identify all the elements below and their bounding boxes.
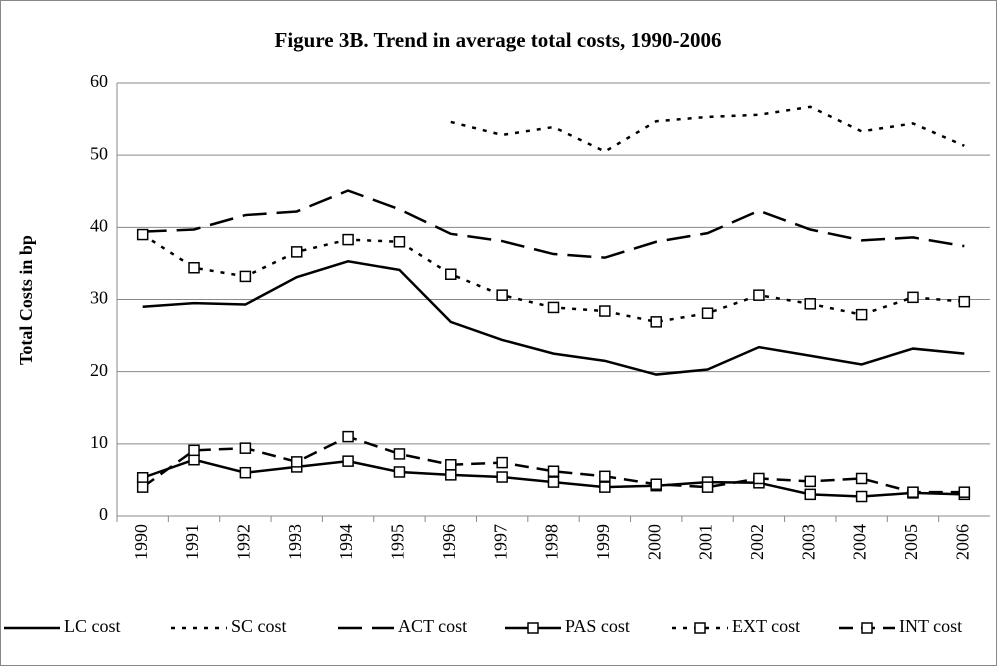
legend-label: ACT cost [398, 616, 467, 636]
point-marker [496, 471, 508, 483]
point-marker [958, 486, 971, 498]
y-tick-label: 30 [90, 288, 108, 308]
x-tick-label: 1992 [234, 524, 254, 560]
point-marker [599, 470, 611, 483]
point-marker [496, 456, 508, 469]
x-tick-label: 1991 [182, 524, 202, 560]
y-axis-label: Total Costs in bp [16, 235, 36, 365]
point-marker [136, 228, 149, 241]
point-marker [393, 236, 406, 248]
x-tick-label: 2006 [952, 524, 972, 560]
series-line [141, 435, 965, 494]
series-line [142, 259, 965, 376]
point-marker [855, 472, 868, 485]
point-marker [445, 469, 457, 481]
x-tick-label: 2003 [798, 524, 818, 560]
point-marker [599, 481, 611, 493]
point-marker [342, 233, 354, 246]
y-tick-label: 40 [90, 215, 108, 235]
point-marker [393, 466, 406, 478]
legend-label: INT cost [899, 616, 962, 636]
x-tick-label: 1999 [593, 524, 613, 560]
point-marker [855, 490, 868, 503]
x-tick-label: 2001 [696, 524, 716, 560]
y-tick-label: 0 [99, 504, 108, 524]
point-marker [701, 307, 714, 319]
point-marker [393, 448, 406, 460]
x-tick-label: 2005 [901, 524, 921, 560]
point-marker [136, 472, 149, 484]
point-marker [445, 459, 457, 471]
x-tick-label: 1990 [131, 524, 151, 560]
legend-label: EXT cost [732, 616, 800, 636]
point-marker [290, 246, 303, 258]
point-marker [599, 305, 611, 317]
legend-marker [527, 622, 539, 634]
point-marker [701, 481, 714, 493]
point-marker [239, 270, 252, 283]
y-tick-label: 10 [90, 432, 108, 452]
point-marker [804, 488, 817, 501]
point-marker [650, 478, 662, 490]
y-tick-label: 20 [90, 360, 108, 380]
y-tick-label: 60 [90, 71, 108, 91]
x-tick-label: 2004 [850, 524, 870, 560]
point-marker [342, 455, 354, 467]
x-tick-label: 1998 [542, 524, 562, 560]
legend-marker [694, 622, 706, 634]
point-marker [239, 466, 252, 479]
chart-title: Figure 3B. Trend in average total costs,… [275, 28, 722, 52]
point-marker [188, 261, 200, 274]
legend-label: SC cost [231, 616, 287, 636]
point-marker [753, 289, 765, 301]
x-tick-label: 1993 [285, 524, 305, 560]
legend-label: LC cost [64, 616, 121, 636]
x-tick-label: 1997 [490, 524, 510, 560]
point-marker [290, 456, 303, 468]
point-marker [907, 486, 919, 498]
point-marker [342, 430, 354, 443]
point-marker [188, 453, 200, 466]
point-marker [650, 316, 662, 328]
x-tick-label: 2002 [747, 524, 767, 560]
point-marker [547, 476, 560, 488]
point-marker [804, 298, 817, 310]
series-line [142, 189, 965, 259]
point-marker [445, 268, 457, 280]
point-marker [547, 301, 560, 314]
x-tick-label: 1996 [439, 524, 459, 560]
point-marker [547, 465, 560, 478]
legend-marker [861, 622, 873, 634]
x-tick-label: 1994 [336, 524, 356, 560]
legend-label: PAS cost [565, 616, 630, 636]
point-marker [907, 291, 919, 304]
point-marker [496, 289, 508, 301]
point-marker [239, 442, 252, 454]
x-tick-label: 2000 [644, 524, 664, 560]
point-marker [855, 308, 868, 321]
point-marker [958, 295, 971, 308]
point-marker [136, 481, 149, 493]
point-marker [188, 444, 200, 457]
x-tick-label: 1995 [388, 524, 408, 560]
point-marker [804, 475, 817, 488]
y-tick-label: 50 [90, 143, 108, 163]
point-marker [753, 472, 765, 485]
